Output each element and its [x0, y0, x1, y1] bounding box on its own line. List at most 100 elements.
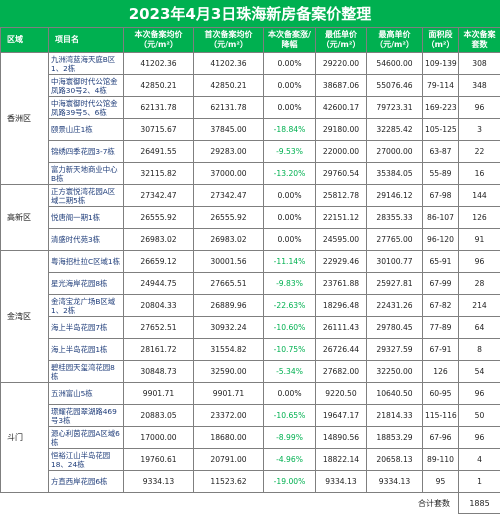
area-cell: 67-91	[423, 339, 459, 361]
min-price-cell: 23761.88	[316, 273, 367, 295]
max-price-cell: 21814.33	[367, 405, 423, 427]
area-cell: 67-82	[423, 295, 459, 317]
district-cell: 斗门	[1, 383, 49, 493]
min-price-cell: 19647.17	[316, 405, 367, 427]
max-price-cell: 28355.33	[367, 207, 423, 229]
min-price-cell: 26726.44	[316, 339, 367, 361]
project-name-cell: 富力新天地商业中心B栋	[49, 163, 124, 185]
max-price-cell: 9334.13	[367, 471, 423, 493]
max-price-cell: 20658.13	[367, 449, 423, 471]
min-price-cell: 29220.00	[316, 53, 367, 75]
max-price-cell: 10640.50	[367, 383, 423, 405]
area-cell: 126	[423, 361, 459, 383]
max-price-cell: 27765.00	[367, 229, 423, 251]
header-avg-price: 本次备案均价（元/m²）	[124, 28, 194, 53]
avg-price-cell: 17000.00	[124, 427, 194, 449]
units-cell: 126	[459, 207, 500, 229]
change-cell: -18.84%	[264, 119, 316, 141]
first-avg-cell: 26889.96	[194, 295, 264, 317]
area-cell: 67-96	[423, 427, 459, 449]
first-avg-cell: 26555.92	[194, 207, 264, 229]
area-cell: 115-116	[423, 405, 459, 427]
min-price-cell: 22151.12	[316, 207, 367, 229]
max-price-cell: 29146.12	[367, 185, 423, 207]
project-name-cell: 清盛时代苑3栋	[49, 229, 124, 251]
header-change: 本次备案涨/降幅	[264, 28, 316, 53]
header-row: 区域 项目名 本次备案均价（元/m²） 首次备案均价（元/m²） 本次备案涨/降…	[1, 28, 500, 53]
avg-price-cell: 30848.73	[124, 361, 194, 383]
project-name-cell: 碧桂园天玺湾花园8栋	[49, 361, 124, 383]
units-cell: 3	[459, 119, 500, 141]
change-cell: 0.00%	[264, 229, 316, 251]
project-name-cell: 海上半岛花园1栋	[49, 339, 124, 361]
project-name-cell: 颐景山庄1栋	[49, 119, 124, 141]
change-cell: -10.60%	[264, 317, 316, 339]
change-cell: -9.53%	[264, 141, 316, 163]
min-price-cell: 25812.78	[316, 185, 367, 207]
min-price-cell: 38687.06	[316, 75, 367, 97]
change-cell: 0.00%	[264, 383, 316, 405]
area-cell: 96-120	[423, 229, 459, 251]
change-cell: -19.00%	[264, 471, 316, 493]
units-cell: 22	[459, 141, 500, 163]
avg-price-cell: 30715.67	[124, 119, 194, 141]
first-avg-cell: 30001.56	[194, 251, 264, 273]
units-cell: 214	[459, 295, 500, 317]
units-cell: 4	[459, 449, 500, 471]
avg-price-cell: 26659.12	[124, 251, 194, 273]
total-label: 合计套数	[1, 493, 459, 514]
area-cell: 60-95	[423, 383, 459, 405]
avg-price-cell: 41202.36	[124, 53, 194, 75]
avg-price-cell: 28161.72	[124, 339, 194, 361]
project-name-cell: 金湾宝龙广场B区域1、2栋	[49, 295, 124, 317]
change-cell: 0.00%	[264, 53, 316, 75]
area-cell: 105-125	[423, 119, 459, 141]
avg-price-cell: 19760.61	[124, 449, 194, 471]
first-avg-cell: 42850.21	[194, 75, 264, 97]
change-cell: 0.00%	[264, 75, 316, 97]
avg-price-cell: 62131.78	[124, 97, 194, 119]
page-title: 2023年4月3日珠海新房备案价整理	[0, 0, 500, 27]
change-cell: -8.99%	[264, 427, 316, 449]
area-cell: 67-99	[423, 273, 459, 295]
district-cell: 金湾区	[1, 251, 49, 383]
max-price-cell: 29327.59	[367, 339, 423, 361]
area-cell: 86-107	[423, 207, 459, 229]
project-name-cell: 源心利茵花园A区域6栋	[49, 427, 124, 449]
project-name-cell: 五洲富山5栋	[49, 383, 124, 405]
project-name-cell: 恒裕江山半岛花园18、24栋	[49, 449, 124, 471]
project-name-cell: 星光海岸花园8栋	[49, 273, 124, 295]
header-project: 项目名	[49, 28, 124, 53]
min-price-cell: 27682.00	[316, 361, 367, 383]
avg-price-cell: 27342.47	[124, 185, 194, 207]
first-avg-cell: 27665.51	[194, 273, 264, 295]
project-name-cell: 正方寰悦湾花园A区域二期5栋	[49, 185, 124, 207]
min-price-cell: 22000.00	[316, 141, 367, 163]
area-cell: 109-139	[423, 53, 459, 75]
area-cell: 169-223	[423, 97, 459, 119]
min-price-cell: 29180.00	[316, 119, 367, 141]
area-cell: 89-110	[423, 449, 459, 471]
max-price-cell: 25927.81	[367, 273, 423, 295]
header-max-price: 最高单价（元/m²）	[367, 28, 423, 53]
district-cell: 高新区	[1, 185, 49, 251]
area-cell: 95	[423, 471, 459, 493]
avg-price-cell: 42850.21	[124, 75, 194, 97]
avg-price-cell: 20804.33	[124, 295, 194, 317]
min-price-cell: 24595.00	[316, 229, 367, 251]
min-price-cell: 42600.17	[316, 97, 367, 119]
first-avg-cell: 37000.00	[194, 163, 264, 185]
change-cell: -9.83%	[264, 273, 316, 295]
avg-price-cell: 26491.55	[124, 141, 194, 163]
max-price-cell: 18853.29	[367, 427, 423, 449]
header-area: 面积段（m²）	[423, 28, 459, 53]
